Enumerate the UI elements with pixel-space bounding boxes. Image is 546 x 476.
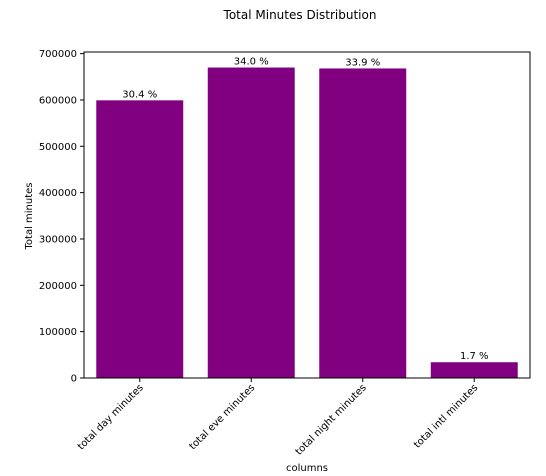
y-tick-label: 0	[71, 374, 77, 385]
data-label-1: 30.4 %	[122, 89, 157, 100]
y-tick-label: 700000	[39, 49, 77, 60]
bar-2	[207, 67, 295, 379]
bar-3	[319, 68, 407, 378]
y-tick-label: 400000	[39, 188, 77, 199]
x-axis-label: columns	[286, 463, 328, 474]
plot-area: 30.4 % 34.0 % 33.9 % 1.7 % 0 100000 200000 3000…	[39, 49, 531, 458]
y-tick-label: 100000	[39, 327, 77, 338]
data-label-3: 33.9 %	[345, 57, 380, 68]
x-tick-label: total eve minutes	[187, 382, 257, 452]
x-tick-label: total night minutes	[294, 382, 369, 457]
bar-1	[96, 100, 184, 378]
y-tick-label: 500000	[39, 142, 77, 153]
data-label-4: 1.7 %	[460, 351, 489, 362]
bar-4	[430, 362, 518, 378]
y-axis-label: Total minutes	[24, 182, 35, 250]
x-tick-label: total day minutes	[76, 382, 146, 452]
chart-title: Total Minutes Distribution	[223, 8, 377, 22]
plot-frame	[83, 51, 531, 379]
x-tick-label: total intl minutes	[412, 382, 480, 450]
y-tick-label: 300000	[39, 234, 77, 245]
y-tick-label: 600000	[39, 95, 77, 106]
y-tick-label: 200000	[39, 281, 77, 292]
data-label-2: 34.0 %	[234, 57, 269, 68]
